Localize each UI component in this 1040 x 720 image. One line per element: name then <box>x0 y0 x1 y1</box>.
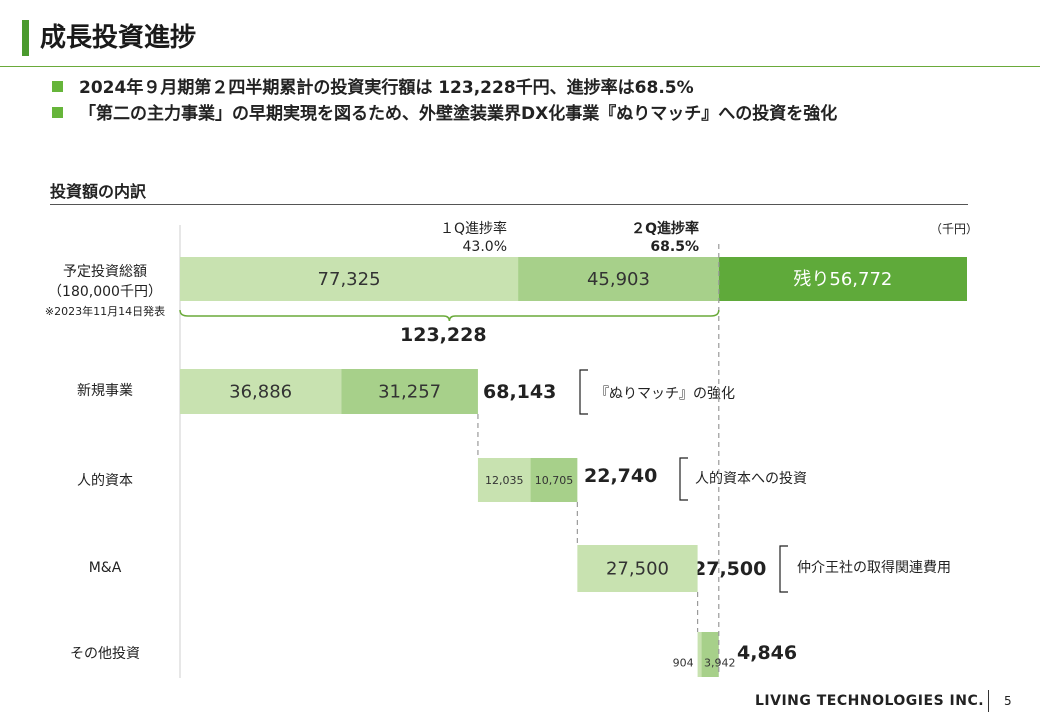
category-label-other: その他投資 <box>70 646 140 662</box>
unit-label: （千円） <box>930 222 979 236</box>
chart-guides <box>477 244 720 676</box>
bullet-2: 「第二の主力事業」の早期実現を図るため、外壁塗装業界DX化事業『ぬりマッチ』への… <box>52 102 837 126</box>
bullet-1: 2024年９月期第２四半期累計の投資実行額は 123,228千円、進捗率は68.… <box>52 76 694 100</box>
category-label-ma: M&A <box>88 560 122 576</box>
bar-q1-3 <box>577 545 698 592</box>
q2-progress-value: 68.5% <box>650 239 699 255</box>
total-other: 4,846 <box>737 642 798 664</box>
desc-bracket-new-business <box>579 369 588 415</box>
desc-new-business: 『ぬりマッチ』の強化 <box>595 386 735 402</box>
bar-q1-label-4: 904 <box>673 657 694 670</box>
bar-q2-2 <box>530 458 578 502</box>
desc-human-capital: 人的資本への投資 <box>695 471 807 487</box>
bar-q1-2 <box>477 458 531 502</box>
category-label-human-capital: 人的資本 <box>77 473 133 489</box>
company-logo-text: LIVING TECHNOLOGIES INC. <box>755 693 985 709</box>
page-title: 成長投資進捗 <box>40 23 197 53</box>
plan-label: 予定投資総額 （180,000千円） ※2023年11月14日発表 <box>20 262 190 322</box>
footer-divider <box>988 690 989 712</box>
plan-bar-segment-1 <box>180 257 519 301</box>
section-title: 投資額の内訳 <box>50 182 147 201</box>
bullet-square-icon <box>52 81 63 92</box>
desc-bracket-human-capital <box>679 457 688 501</box>
q1-progress-value: 43.0% <box>462 239 507 255</box>
chart-bar-labels: 77,325 45,903 残り56,772 36,886 31,257 12,035 10… <box>229 269 892 670</box>
q2-progress-label: ２Q進捗率 <box>631 221 699 237</box>
bar-q1-label-1: 36,886 <box>229 382 292 403</box>
plan-note: ※2023年11月14日発表 <box>44 305 166 318</box>
plan-label-line1: 予定投資総額 <box>63 264 147 280</box>
bar-q2-1 <box>341 369 478 414</box>
total-ma: 27,500 <box>693 558 767 580</box>
desc-bracket-ma <box>779 545 788 593</box>
cumulative-bracket <box>179 309 720 322</box>
q1-progress: １Q進捗率 43.0% <box>380 220 507 256</box>
bar-q1-label-3: 27,500 <box>606 559 669 580</box>
bar-q1-1 <box>180 369 342 414</box>
section-divider <box>50 204 968 205</box>
bullet-square-icon <box>52 107 63 118</box>
cumulative-total: 123,228 <box>400 324 487 346</box>
q2-progress: ２Q進捗率 68.5% <box>570 220 699 256</box>
chart-bars <box>180 257 967 677</box>
total-human-capital: 22,740 <box>584 465 658 487</box>
page-number: 5 <box>1004 694 1012 708</box>
desc-ma: 仲介王社の取得関連費用 <box>797 560 951 576</box>
bar-q2-label-2: 10,705 <box>535 474 574 487</box>
plan-bar-segment-2 <box>518 257 719 301</box>
bar-q1-label-2: 12,035 <box>485 474 524 487</box>
bar-q2-label-1: 31,257 <box>378 382 441 403</box>
plan-bar-label-3: 残り56,772 <box>793 269 892 290</box>
title-accent-bar <box>22 20 29 56</box>
bar-q1-4 <box>697 632 702 677</box>
plan-bar-label-1: 77,325 <box>318 269 381 290</box>
title-divider <box>0 66 1040 67</box>
bar-q2-label-4: 3,942 <box>704 657 736 670</box>
bar-q2-4 <box>701 632 719 677</box>
plan-label-line2: （180,000千円） <box>48 284 162 300</box>
plan-bar-segment-3 <box>718 257 967 301</box>
total-new-business: 68,143 <box>483 381 557 403</box>
q1-progress-label: １Q進捗率 <box>439 221 507 237</box>
category-label-new-business: 新規事業 <box>77 383 133 399</box>
plan-bar-label-2: 45,903 <box>587 269 650 290</box>
